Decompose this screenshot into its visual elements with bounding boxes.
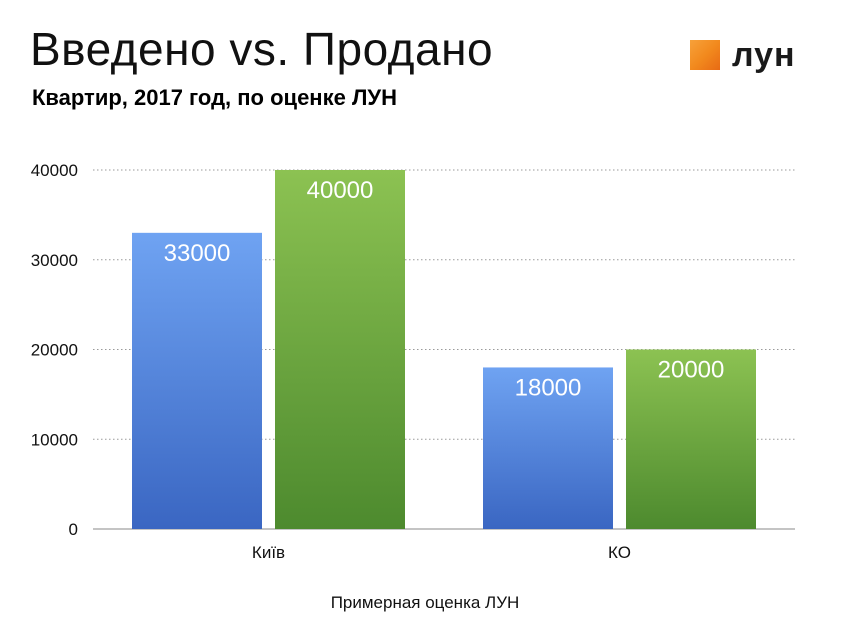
bar bbox=[626, 349, 756, 529]
data-label: 18000 bbox=[515, 374, 582, 401]
y-tick-label: 0 bbox=[69, 520, 78, 539]
logo-square-icon bbox=[690, 40, 720, 70]
footnote: Примерная оценка ЛУН bbox=[330, 593, 520, 612]
lun-logo: лун bbox=[690, 36, 796, 74]
y-axis-ticks: 0 10000 20000 30000 40000 bbox=[31, 161, 78, 539]
data-label: 33000 bbox=[164, 240, 231, 267]
chart-subtitle: Квартир, 2017 год, по оценке ЛУН bbox=[32, 85, 397, 110]
x-tick-label: КО bbox=[608, 543, 631, 562]
y-tick-label: 10000 bbox=[31, 430, 78, 449]
bar bbox=[132, 232, 262, 529]
logo-text: лун bbox=[732, 36, 796, 74]
x-axis-ticks: Київ КО bbox=[252, 543, 631, 562]
data-label: 20000 bbox=[658, 357, 725, 384]
bar-value-labels: 33000 40000 18000 20000 bbox=[164, 177, 725, 401]
y-tick-label: 20000 bbox=[31, 341, 78, 360]
bar bbox=[275, 170, 405, 529]
bar bbox=[483, 367, 613, 529]
y-tick-label: 30000 bbox=[31, 251, 78, 270]
x-tick-label: Київ bbox=[252, 543, 285, 562]
chart-title: Введено vs. Продано bbox=[30, 23, 494, 75]
bars bbox=[132, 170, 756, 529]
data-label: 40000 bbox=[307, 177, 374, 204]
y-tick-label: 40000 bbox=[31, 161, 78, 180]
